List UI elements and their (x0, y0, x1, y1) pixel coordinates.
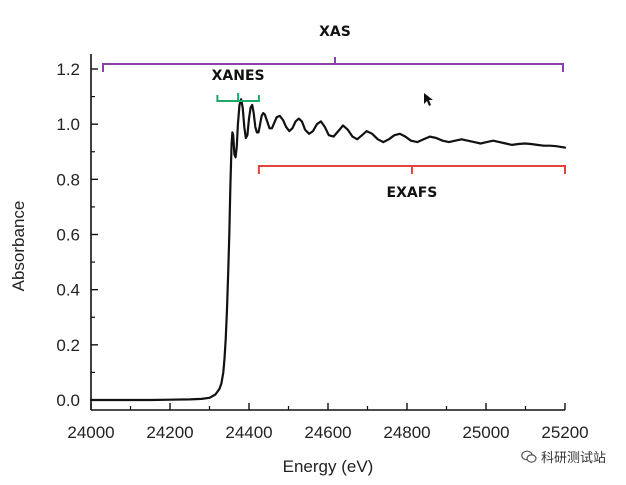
y-tick-label: 0.2 (56, 336, 80, 355)
x-tick-labels: 24000 24200 24400 24600 24800 25000 25200 (67, 423, 588, 442)
y-tick-labels: 0.0 0.2 0.4 0.6 0.8 1.0 1.2 (56, 60, 80, 410)
watermark: 科研测试站 (521, 447, 606, 466)
axis-ticks (90, 68, 566, 410)
exafs-bracket (257, 165, 566, 174)
xas-bracket (102, 57, 564, 72)
x-tick-label: 24200 (146, 423, 193, 442)
y-tick-label: 0.4 (56, 281, 80, 300)
wechat-icon (521, 450, 537, 463)
series-line (89, 98, 567, 402)
annotations: XAS XANES EXAFS (102, 24, 566, 201)
exafs-label: EXAFS (387, 185, 438, 201)
x-tick-label: 24600 (304, 423, 351, 442)
xanes-label: XANES (212, 68, 265, 84)
x-axis-title: Energy (eV) (283, 457, 374, 476)
y-tick-label: 0.6 (56, 226, 80, 245)
y-tick-label: 0.8 (56, 170, 80, 189)
xas-label: XAS (319, 24, 351, 40)
xanes-bracket (216, 93, 260, 102)
y-axis-title: Absorbance (9, 201, 28, 292)
y-tick-label: 0.0 (56, 391, 80, 410)
x-tick-label: 24800 (383, 423, 430, 442)
y-tick-label: 1.2 (56, 60, 80, 79)
y-tick-label: 1.0 (56, 115, 80, 134)
x-tick-label: 25000 (462, 423, 509, 442)
x-tick-label: 25200 (541, 423, 588, 442)
x-tick-label: 24400 (225, 423, 272, 442)
x-tick-label: 24000 (67, 423, 114, 442)
mouse-cursor-icon (424, 93, 433, 106)
watermark-text: 科研测试站 (540, 451, 606, 466)
